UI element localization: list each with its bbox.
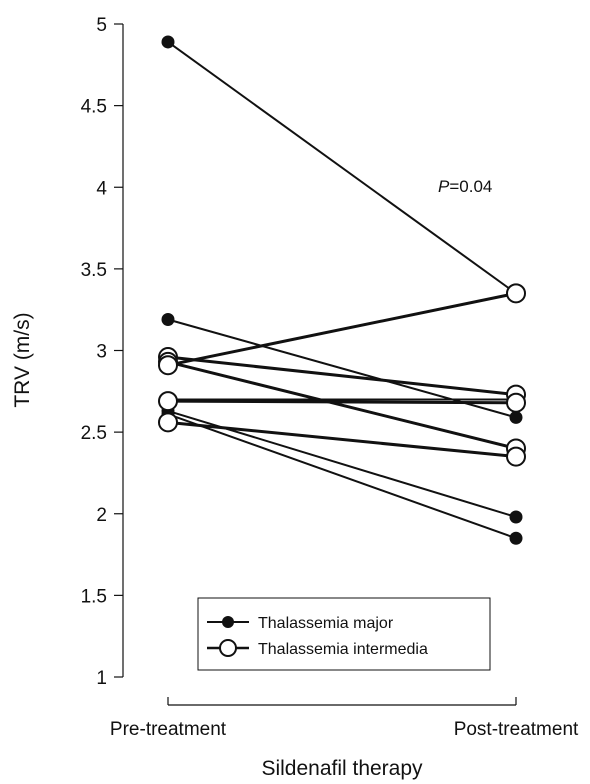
y-tick-label: 3	[96, 342, 107, 363]
y-tick-label: 3.5	[81, 260, 107, 281]
series-line-intermedia	[167, 399, 517, 405]
series-line-intermedia	[167, 291, 517, 367]
legend-label-intermedia: Thalassemia intermedia	[258, 641, 428, 658]
p-value-italic: P	[438, 177, 450, 196]
series-line-intermedia	[167, 420, 517, 459]
data-point-intermedia	[158, 355, 178, 376]
y-tick-label: 4.5	[81, 97, 107, 118]
x-tick-label: Pre-treatment	[110, 719, 227, 740]
legend-label-major: Thalassemia major	[258, 615, 394, 632]
series-line-intermedia	[167, 360, 517, 450]
series-line-major	[167, 413, 517, 540]
y-tick-label: 1.5	[81, 586, 107, 607]
data-point-intermedia	[158, 412, 178, 433]
data-point-major	[509, 410, 523, 424]
y-tick-label: 5	[96, 15, 107, 36]
legend: Thalassemia major Thalassemia intermedia	[197, 597, 491, 671]
y-tick-label: 1	[96, 668, 107, 689]
data-point-major	[161, 312, 175, 326]
x-axis-title: Sildenafil therapy	[261, 757, 423, 780]
y-tick-label: 2	[96, 505, 107, 526]
p-value-text: =0.04	[449, 177, 492, 196]
x-ticks: Pre-treatment Post-treatment	[110, 697, 579, 740]
y-axis-title: TRV (m/s)	[11, 312, 34, 407]
data-point-major	[161, 35, 175, 49]
series-line-intermedia	[167, 355, 517, 397]
legend-marker-intermedia	[219, 639, 237, 657]
y-ticks: 1 1.5 2 2.5 3 3.5 4 4.5 5	[81, 15, 123, 689]
plot-points	[158, 35, 526, 545]
legend-marker-major	[222, 616, 234, 628]
x-tick-label: Post-treatment	[454, 719, 579, 740]
data-point-intermedia	[506, 446, 526, 467]
p-value-annotation: P=0.04	[438, 177, 492, 196]
y-tick-label: 2.5	[81, 423, 107, 444]
data-point-intermedia	[506, 392, 526, 413]
y-axis: 1 1.5 2 2.5 3 3.5 4 4.5 5	[81, 15, 124, 689]
y-tick-label: 4	[96, 178, 107, 199]
legend-box	[197, 597, 491, 671]
data-point-intermedia	[506, 283, 526, 304]
data-point-major	[509, 531, 523, 545]
series-line-major	[167, 41, 517, 295]
x-axis: Pre-treatment Post-treatment	[110, 697, 579, 740]
plot-lines	[167, 41, 517, 540]
data-point-intermedia	[158, 391, 178, 412]
data-point-major	[509, 510, 523, 524]
